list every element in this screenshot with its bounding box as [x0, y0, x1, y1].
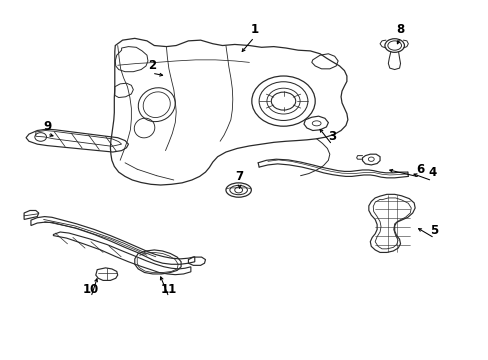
- Text: 6: 6: [415, 163, 423, 176]
- Text: 5: 5: [429, 224, 438, 237]
- Text: 8: 8: [396, 23, 404, 36]
- Text: 3: 3: [327, 130, 336, 144]
- Text: 7: 7: [235, 170, 243, 183]
- Text: 4: 4: [427, 166, 435, 179]
- Text: 11: 11: [161, 283, 177, 296]
- Text: 10: 10: [82, 283, 99, 296]
- Text: 9: 9: [43, 120, 51, 133]
- Text: 1: 1: [250, 23, 258, 36]
- Text: 2: 2: [147, 59, 156, 72]
